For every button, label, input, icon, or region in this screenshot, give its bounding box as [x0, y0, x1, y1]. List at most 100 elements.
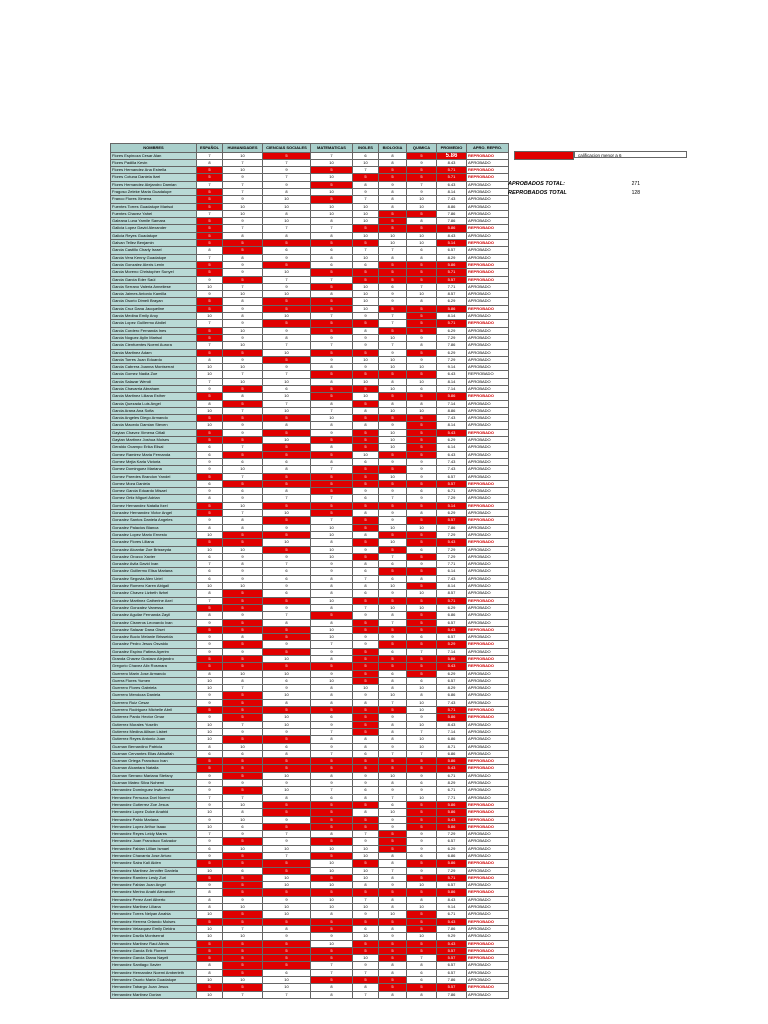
grade-cell: 8: [352, 406, 379, 416]
average-cell: 6.43: [436, 370, 467, 379]
status-cell: APROBADO: [466, 749, 509, 759]
column-header: APRO. REPRO.: [466, 143, 509, 153]
status-cell: REPROBADO: [466, 640, 509, 649]
student-name: Guzman Serrano Mariana Stefany: [110, 771, 197, 781]
student-row: Guzman Alcantara Natalia 5 5 5 5 5 5 5 5.43 REPRO…: [110, 764, 509, 773]
grade-cell: 9: [378, 589, 407, 598]
grade-cell: 10: [262, 290, 311, 299]
grade-cell: 6: [310, 260, 353, 270]
student-name: Hernandez Martinez Dorian: [110, 990, 197, 999]
grade-cell: 5: [196, 428, 223, 438]
student-name: Gonzalez Alcantar Zoe Brisseyda: [110, 545, 197, 554]
grade-cell: 10: [352, 377, 379, 387]
grade-cell: 10: [406, 684, 437, 693]
grade-cell: 8: [222, 231, 263, 241]
student-name: Gonzalez Guillermo Elisa Mariana: [110, 567, 197, 576]
grade-cell: 9: [222, 173, 263, 182]
grade-cell: 5: [352, 917, 379, 926]
grade-cell: 5: [378, 304, 407, 314]
student-name: Gonzalez Avila David Ivan: [110, 560, 197, 569]
student-name: Gregorio Chavez Alix Rosmara: [110, 662, 197, 671]
grade-cell: 10: [352, 932, 379, 941]
grade-cell: 9: [406, 844, 437, 854]
grade-cell: 7: [310, 341, 353, 350]
grade-cell: 7: [196, 560, 223, 569]
grade-cell: 5: [406, 312, 437, 321]
student-name: Guzman Mateo Silva Nohemi: [110, 779, 197, 788]
student-row: Gonzalez Avila David Ivan 7 8 7 9 8 6 9 7.71 APRO…: [110, 560, 509, 569]
grade-cell: 9: [310, 333, 353, 343]
student-row: Guzman Ortega Francisco Ivan 5 5 5 5 5 5 5 5.86 R…: [110, 757, 509, 766]
grade-cell: 5: [310, 917, 353, 926]
status-cell: REPROBADO: [466, 625, 509, 635]
grade-cell: 5: [222, 771, 263, 781]
student-row: Hernandez Martinez Jennifer Daniela 10 6 5 1…: [110, 866, 509, 875]
grade-cell: 7: [406, 282, 437, 292]
grade-cell: 5: [378, 465, 407, 474]
grade-cell: 5: [406, 662, 437, 671]
grade-cell: 6: [352, 151, 379, 160]
grade-cell: 8: [222, 297, 263, 306]
average-cell: 6.43: [436, 180, 467, 190]
grade-cell: 5: [352, 319, 379, 328]
grade-cell: 9: [262, 837, 311, 846]
student-name: Hernandez Martinez Liliana: [110, 903, 197, 912]
student-name: Hernandez Santiago Xavier: [110, 961, 197, 970]
student-row: Hernandez Martinez Dorian 10 7 7 8 7 8 8 7.86 APR…: [110, 990, 509, 999]
grade-cell: 8: [310, 603, 353, 613]
grade-cell: 9: [196, 771, 223, 781]
average-cell: 7.71: [436, 793, 467, 802]
grade-cell: 5: [406, 859, 437, 868]
grade-cell: 9: [222, 195, 263, 204]
average-cell: 7.43: [436, 414, 467, 423]
average-cell: 5.14: [436, 501, 467, 511]
grade-cell: 10: [378, 443, 407, 452]
student-row: Hernandez Garcia Diana Nayeli 5 5 5 5 10 5 7 5.5…: [110, 954, 509, 963]
grade-cell: 9: [196, 457, 223, 467]
student-row: Gomez Paredes Brandon Yandel 5 7 5 5 5 10 9 6.57…: [110, 472, 509, 481]
grade-cell: 9: [406, 786, 437, 795]
grade-cell: 8: [262, 924, 311, 934]
grade-cell: 7: [196, 793, 223, 802]
grade-cell: 8: [352, 180, 379, 190]
status-cell: APROBADO: [466, 487, 509, 496]
grade-cell: 9: [352, 910, 379, 919]
student-row: Hernandez Pablo Mariana 9 10 9 5 5 9 5 5.43 REPRO…: [110, 815, 509, 824]
status-cell: APROBADO: [466, 684, 509, 693]
grade-cell: 5: [406, 348, 437, 357]
grade-cell: 10: [262, 217, 311, 226]
status-cell: APROBADO: [466, 195, 509, 204]
grade-cell: 10: [196, 363, 223, 372]
grade-cell: 9: [406, 158, 437, 168]
student-name: Gomez Ortiz Miguel Adrian: [110, 494, 197, 503]
grade-cell: 9: [352, 691, 379, 700]
grade-cell: 5: [222, 698, 263, 708]
grade-cell: 10: [196, 545, 223, 554]
grade-cell: 6: [406, 633, 437, 642]
grade-cell: 5: [406, 822, 437, 832]
grade-cell: 5: [310, 815, 353, 824]
grade-cell: 9: [406, 333, 437, 343]
grade-cell: 10: [196, 406, 223, 416]
grade-cell: 6: [378, 800, 407, 810]
grade-cell: 5: [196, 224, 223, 233]
student-row: Hernandez Juan Francisco Salvador 9 5 9 5 9 5 9…: [110, 837, 509, 846]
grade-cell: 5: [262, 946, 311, 956]
grade-cell: 5: [310, 195, 353, 204]
grade-cell: 5: [406, 326, 437, 335]
student-name: Hernandez Garcia Diana Nayeli: [110, 954, 197, 963]
grade-cell: 5: [262, 808, 311, 817]
grade-cell: 5: [406, 939, 437, 948]
grade-cell: 5: [262, 939, 311, 948]
student-row: Gonzalez Martinez Catherine Axel 7 5 5 10 5 5 5…: [110, 596, 509, 605]
status-cell: REPROBADO: [466, 859, 509, 868]
grade-cell: 8: [352, 326, 379, 335]
grade-cell: 8: [310, 910, 353, 919]
grade-cell: 5: [352, 727, 379, 737]
grade-cell: 8: [310, 538, 353, 547]
grade-cell: 9: [196, 275, 223, 284]
grade-cell: 5: [310, 808, 353, 817]
grade-cell: 7: [310, 312, 353, 321]
average-cell: 6.57: [436, 881, 467, 890]
